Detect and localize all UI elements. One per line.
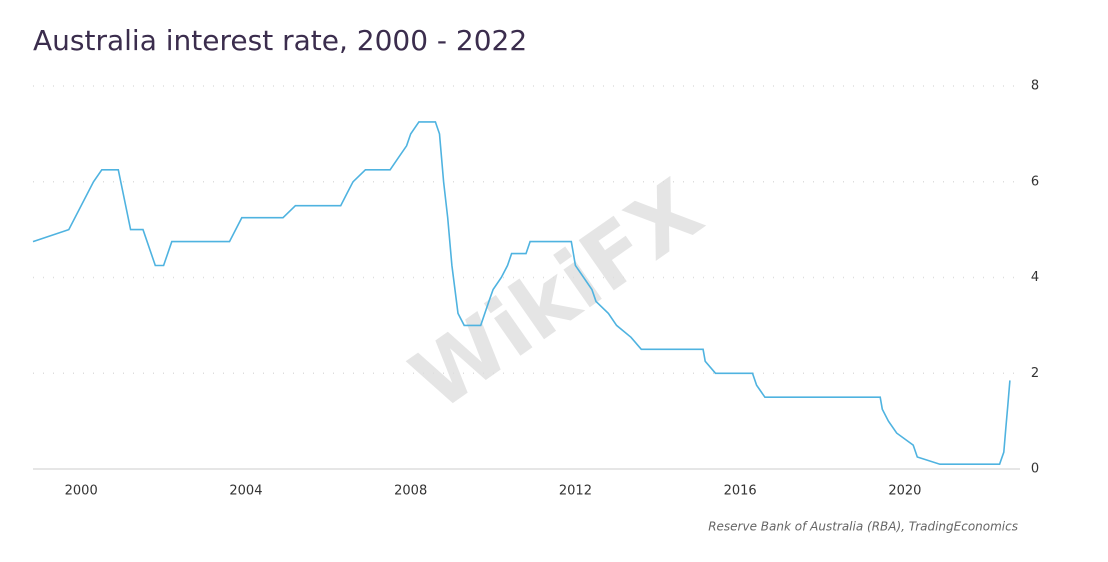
y-tick-label: 0	[1031, 462, 1039, 477]
watermark: WikiFX	[394, 161, 719, 430]
y-tick-label: 6	[1031, 174, 1039, 189]
source: Reserve Bank of Australia (RBA), Trading…	[708, 520, 1018, 534]
x-tick-label: 2012	[559, 484, 592, 499]
y-tick-label: 8	[1031, 79, 1039, 94]
chart-title: Australia interest rate, 2000 - 2022	[33, 24, 527, 57]
y-tick-label: 4	[1031, 270, 1039, 285]
x-tick-label: 2004	[229, 484, 262, 499]
x-tick-label: 2016	[724, 484, 757, 499]
x-tick-label: 2000	[65, 484, 98, 499]
x-tick-label: 2020	[888, 484, 921, 499]
data-line	[32, 121, 1011, 465]
y-tick-label: 2	[1031, 366, 1039, 381]
x-tick-label: 2008	[394, 484, 427, 499]
